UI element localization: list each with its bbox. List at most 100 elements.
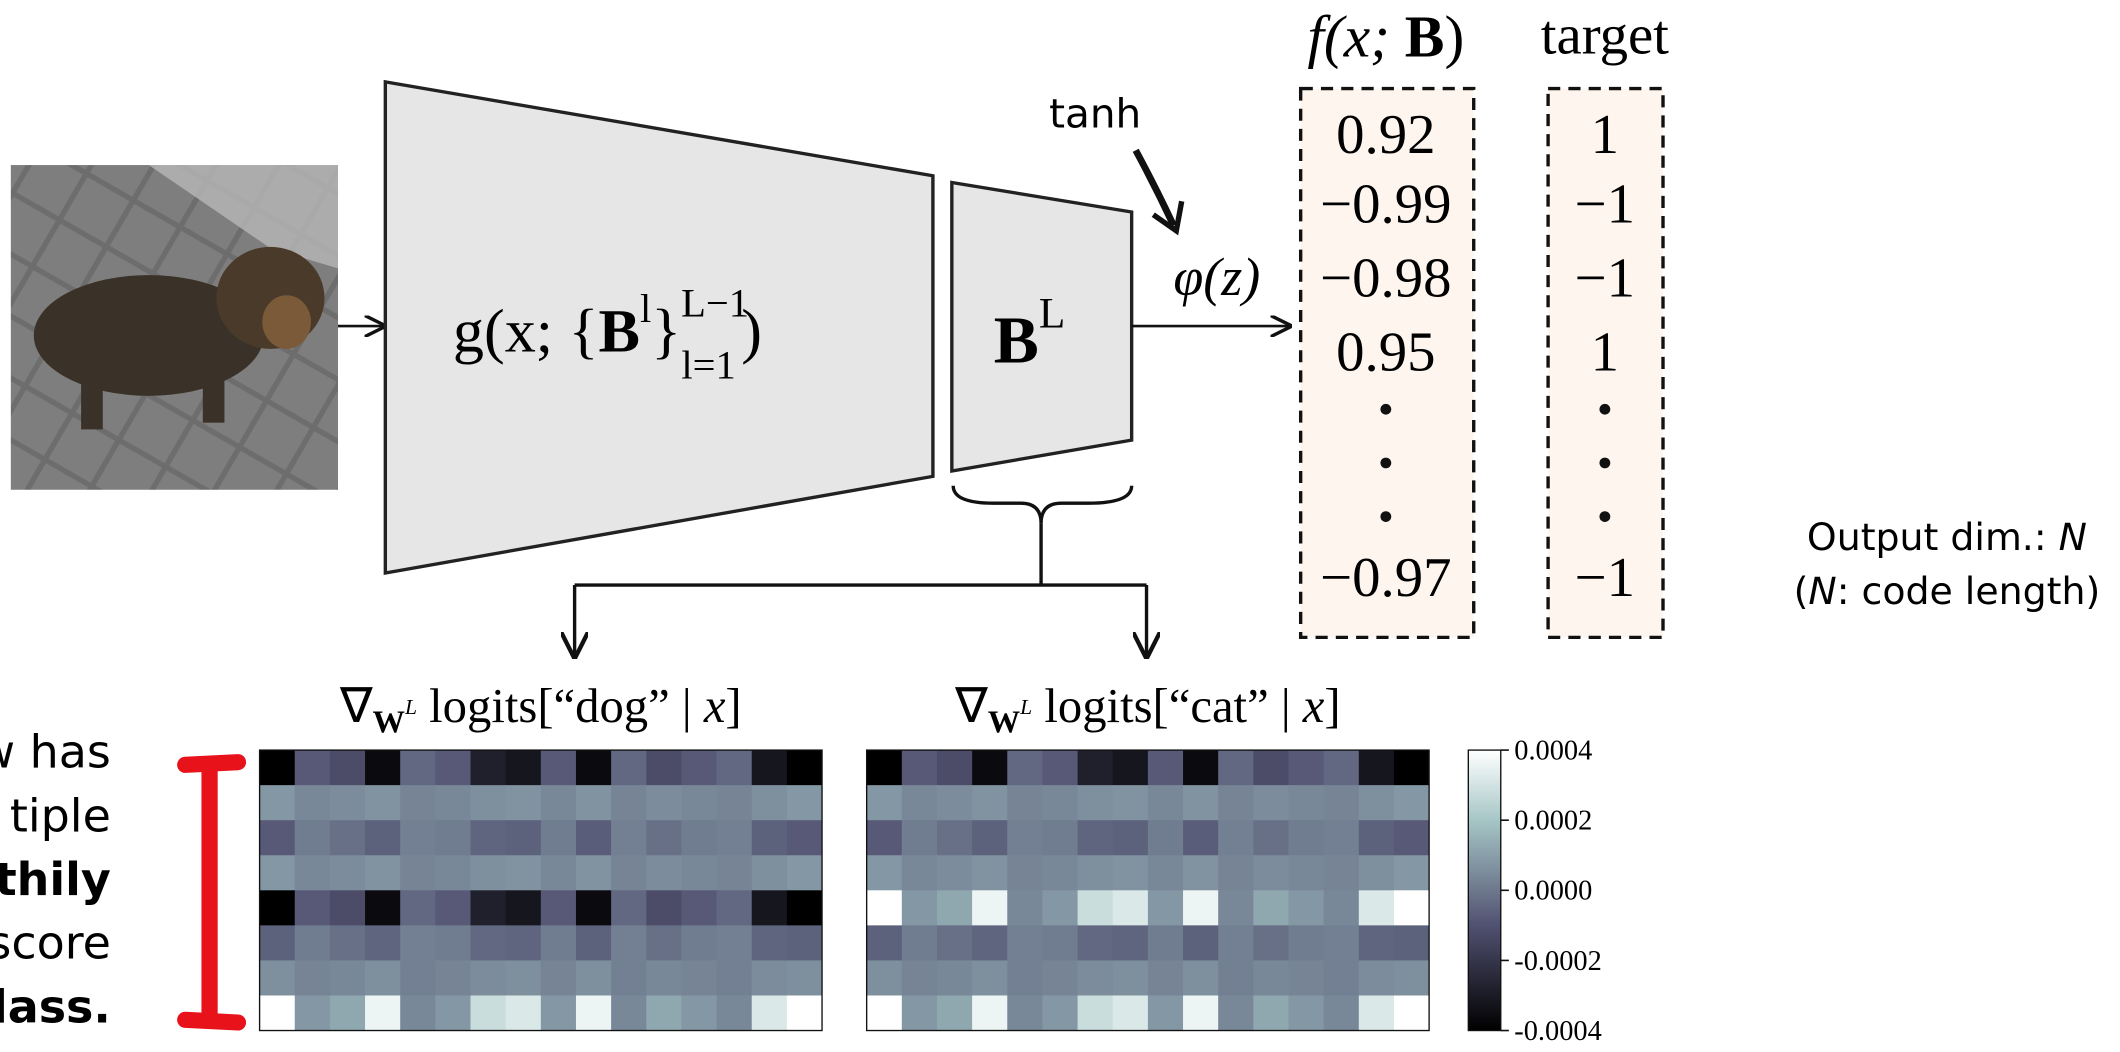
colorbar-tick-label: 0.0002 [1514, 806, 1592, 837]
heatmap-cell [752, 820, 788, 855]
heatmap-cell [937, 820, 973, 855]
heatmap-cell [902, 855, 938, 890]
input-photo [11, 165, 338, 490]
heatmap-cell [330, 820, 366, 855]
heatmap-cell [752, 960, 788, 995]
heatmap-cell [295, 960, 331, 995]
heatmap-cell [611, 995, 647, 1030]
heatmap-cell [471, 890, 507, 925]
heatmap-cell [365, 820, 401, 855]
heatmap-cell [1078, 995, 1114, 1030]
title-part: L [1019, 695, 1032, 719]
heatmap-cell [646, 820, 682, 855]
heatmap-cell [506, 960, 542, 995]
heatmap-cell [1113, 925, 1149, 960]
heatmap-cell [1253, 855, 1289, 890]
left-text: score [0, 916, 111, 970]
heatmap-cell [681, 785, 717, 820]
heatmap-cell [1394, 855, 1430, 890]
heatmap-cell [506, 855, 542, 890]
heatmap-cell [867, 820, 903, 855]
heatmap-cell [541, 995, 577, 1030]
heatmap-cell [1359, 820, 1395, 855]
heatmap-cell [1148, 855, 1184, 890]
title-part: L [404, 695, 417, 719]
heatmap-cell [937, 995, 973, 1030]
heatmap-cell [435, 960, 471, 995]
heatmap-cell [1324, 785, 1360, 820]
heatmap-cell [867, 785, 903, 820]
heatmap-title: ∇WL logits[“cat” | x] [954, 680, 1340, 740]
heatmap-cell [330, 855, 366, 890]
heatmap-cell [1113, 995, 1149, 1030]
heatmap-cell [330, 750, 366, 785]
heatmap-cell [1218, 925, 1254, 960]
heatmap-cell [1183, 890, 1219, 925]
heatmap-cell [646, 960, 682, 995]
left-text: tiple [10, 788, 111, 842]
title-part: ∇ [339, 680, 373, 733]
heatmap-cell [541, 750, 577, 785]
heatmap-cell [435, 785, 471, 820]
heatmap-cell [1218, 785, 1254, 820]
heatmap-cell [787, 855, 823, 890]
heatmap-cell [576, 855, 612, 890]
heatmap-cell [330, 890, 366, 925]
heatmap-cell [1078, 750, 1114, 785]
heatmap-cell [330, 925, 366, 960]
heatmap-cell [1183, 925, 1219, 960]
heatmap-cell [295, 890, 331, 925]
heatmap-cell [365, 995, 401, 1030]
heatmap-cell [867, 750, 903, 785]
heatmap-cell [646, 890, 682, 925]
target-value: −1 [1575, 547, 1635, 609]
heatmap-cell [717, 890, 753, 925]
heatmap-cell [752, 925, 788, 960]
heatmap-cell [365, 855, 401, 890]
output-note: (N: code length) [1794, 569, 2101, 613]
heatmap-cell [1042, 785, 1078, 820]
left-text: thily [0, 852, 111, 906]
heatmap-cell [1007, 925, 1043, 960]
heatmap-cell [1148, 925, 1184, 960]
heatmap-cell [471, 750, 507, 785]
heatmap-cell [1324, 820, 1360, 855]
heatmap-cell [1288, 925, 1324, 960]
output-value: −0.98 [1320, 248, 1451, 310]
heatmap-cell [435, 750, 471, 785]
heatmap-cell [646, 995, 682, 1030]
heatmap-cell [1394, 785, 1430, 820]
note-part: : code length) [1837, 569, 2100, 613]
heatmap-cell [681, 820, 717, 855]
title-part: logits[“dog” | [417, 680, 704, 733]
heatmap-cell [717, 925, 753, 960]
heatmap-cell [260, 820, 296, 855]
heatmap-cell [1288, 750, 1324, 785]
heatmap-cell [1148, 750, 1184, 785]
heatmap-cell [972, 785, 1008, 820]
heatmap-cell [1042, 820, 1078, 855]
heatmap-cell [717, 785, 753, 820]
heatmap-cell [1288, 855, 1324, 890]
heatmap-cell [1359, 960, 1395, 995]
heatmap-cell [972, 925, 1008, 960]
heatmap-cell [752, 750, 788, 785]
heatmap-cell [260, 995, 296, 1030]
heatmap-cell [1394, 960, 1430, 995]
heatmap-cell [1394, 750, 1430, 785]
heatmap-cell [471, 855, 507, 890]
heatmap-cell [937, 855, 973, 890]
heatmap-cell [576, 995, 612, 1030]
heatmap-cell [1183, 995, 1219, 1030]
heatmap-cell [1253, 890, 1289, 925]
heatmap-cell [1253, 750, 1289, 785]
heatmap-cell [681, 925, 717, 960]
heatmap-cell [717, 995, 753, 1030]
heatmap-cell [867, 995, 903, 1030]
heatmap-cell [787, 995, 823, 1030]
heatmap-cell [1253, 785, 1289, 820]
heatmap-cell [365, 890, 401, 925]
figure: g(x; {Bl}L−1l=1) BL tanh φ(z) f(x; B) ta… [0, 0, 2120, 1052]
heatmap-cell [937, 890, 973, 925]
heatmap-cell [260, 855, 296, 890]
